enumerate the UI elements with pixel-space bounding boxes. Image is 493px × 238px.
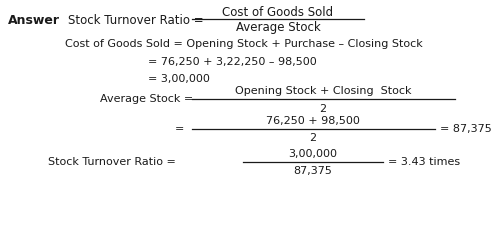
Text: Average Stock =: Average Stock =	[100, 94, 193, 104]
Text: Stock Turnover Ratio =: Stock Turnover Ratio =	[48, 157, 176, 167]
Text: Answer: Answer	[8, 14, 60, 26]
Text: 76,250 + 98,500: 76,250 + 98,500	[266, 116, 360, 126]
Text: Stock Turnover Ratio =: Stock Turnover Ratio =	[68, 14, 204, 26]
Text: = 76,250 + 3,22,250 – 98,500: = 76,250 + 3,22,250 – 98,500	[148, 57, 317, 67]
Text: =: =	[175, 124, 184, 134]
Text: Cost of Goods Sold: Cost of Goods Sold	[222, 5, 334, 19]
Text: Opening Stock + Closing  Stock: Opening Stock + Closing Stock	[235, 86, 411, 96]
Text: 2: 2	[319, 104, 326, 114]
Text: = 3.43 times: = 3.43 times	[388, 157, 460, 167]
Text: 2: 2	[310, 133, 317, 143]
Text: = 87,375: = 87,375	[440, 124, 492, 134]
Text: Average Stock: Average Stock	[236, 20, 320, 34]
Text: = 3,00,000: = 3,00,000	[148, 74, 210, 84]
Text: 87,375: 87,375	[293, 166, 332, 176]
Text: 3,00,000: 3,00,000	[288, 149, 338, 159]
Text: Cost of Goods Sold = Opening Stock + Purchase – Closing Stock: Cost of Goods Sold = Opening Stock + Pur…	[65, 39, 423, 49]
